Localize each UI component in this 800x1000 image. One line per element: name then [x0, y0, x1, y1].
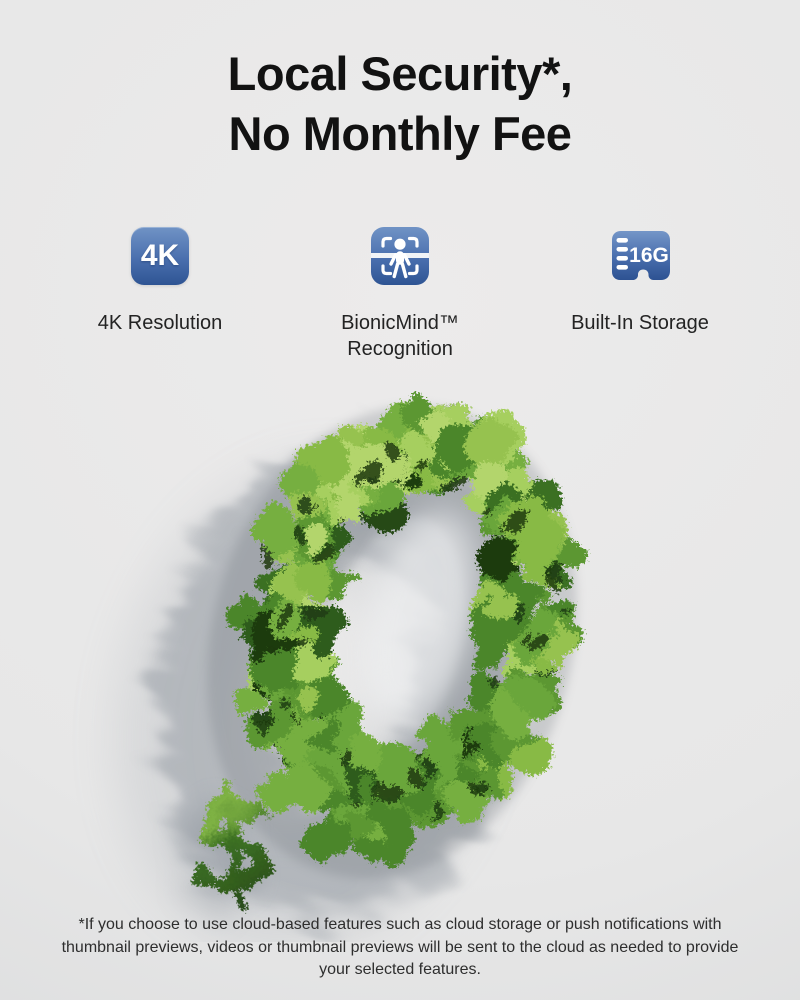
scan-corner-brackets: [381, 236, 419, 276]
zero-dollars-foliage-graphic: $ $: [115, 396, 587, 942]
zero-cast-shadow: [156, 434, 536, 918]
dollar-cast-shadow: $: [165, 774, 268, 937]
feature-built-in-storage: 16G Built-In Storage: [520, 224, 760, 363]
feature-bionicmind: BionicMind™ Recognition: [280, 224, 520, 363]
4k-badge-text: 4K: [140, 239, 180, 272]
sd-card-capacity-text: 16G: [629, 244, 669, 267]
feature-label-4k: 4K Resolution: [97, 312, 223, 334]
person-scan-icon: [371, 227, 429, 285]
feature-list: 4K 4K Resolution: [40, 224, 760, 363]
feature-label-bionicmind: BionicMind™ Recognition: [341, 312, 459, 361]
dollar-sign: $: [181, 762, 284, 925]
title-line-2: No Monthly Fee: [228, 107, 572, 161]
sd-card-contacts: [616, 237, 628, 270]
zero-foliage: [232, 396, 587, 866]
4k-badge-icon: 4K: [131, 227, 189, 285]
zero-hole-highlight: [362, 510, 478, 722]
feature-label-storage: Built-In Storage: [571, 312, 709, 334]
zero-contact-shadow: [207, 405, 577, 879]
sd-card-icon: 16G: [612, 230, 670, 280]
person-figure: [389, 238, 411, 279]
disclaimer-text: *If you choose to use cloud-based featur…: [61, 916, 739, 979]
page-title: Local Security*, No Monthly Fee: [0, 44, 800, 164]
feature-4k-resolution: 4K 4K Resolution: [40, 224, 280, 363]
title-line-1: Local Security*,: [227, 47, 573, 100]
zero-cast-shadow-far: [115, 459, 501, 942]
